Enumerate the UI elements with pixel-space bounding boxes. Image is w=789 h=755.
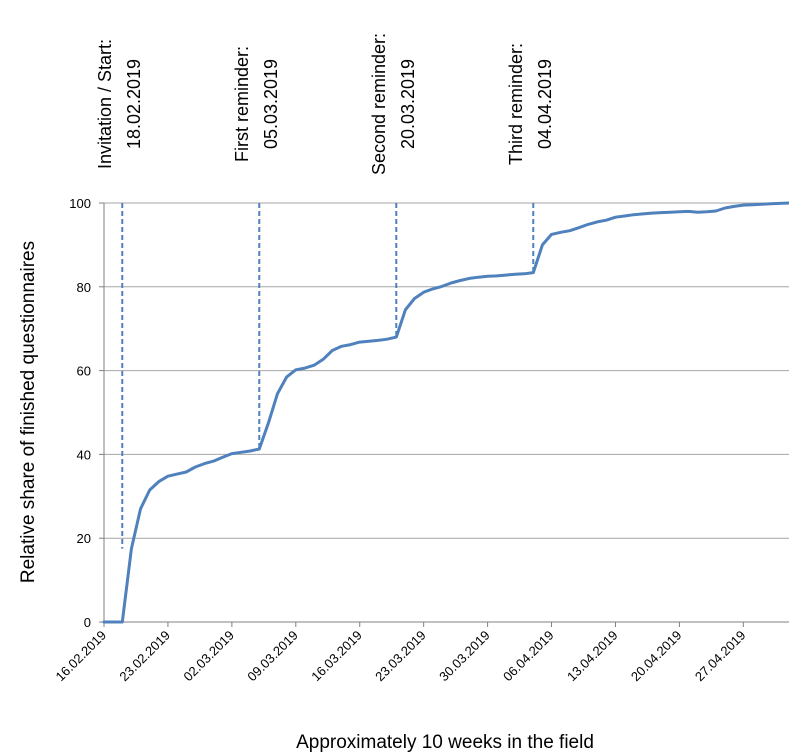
reminder-label: 20.03.2019 xyxy=(398,59,418,149)
x-tick-label: 13.04.2019 xyxy=(564,628,621,685)
reminder-label: Second reminder: xyxy=(369,33,389,175)
x-tick-labels: 16.02.2019 23.02.2019 02.03.2019 09.03.2019… xyxy=(52,622,748,684)
reminder-annotations: Invitation / Start: 18.02.2019 First remin… xyxy=(95,33,555,549)
x-tick-label: 27.04.2019 xyxy=(692,628,749,685)
x-tick-label: 16.02.2019 xyxy=(52,628,109,685)
x-axis-label: Approximately 10 weeks in the field xyxy=(296,732,594,753)
x-tick-label: 23.03.2019 xyxy=(372,628,429,685)
x-tick-label: 02.03.2019 xyxy=(180,628,237,685)
reminder-label: Third reminder: xyxy=(506,43,526,165)
y-tick-label: 100 xyxy=(69,196,91,211)
y-tick-label: 40 xyxy=(77,447,91,462)
gridlines xyxy=(104,202,789,539)
y-tick-labels: 0 20 40 60 80 100 xyxy=(69,196,104,630)
reminder-label: Invitation / Start: xyxy=(95,39,115,169)
series-group xyxy=(102,201,789,624)
reminder-label: 04.04.2019 xyxy=(535,59,555,149)
y-tick-label: 60 xyxy=(77,364,91,379)
x-tick-label: 23.02.2019 xyxy=(116,628,173,685)
reminder-label: 05.03.2019 xyxy=(261,59,281,149)
y-axis-label: Relative share of finished questionnaire… xyxy=(18,241,39,583)
x-tick-label: 20.04.2019 xyxy=(628,628,685,685)
x-tick-label: 30.03.2019 xyxy=(436,628,493,685)
y-tick-label: 20 xyxy=(77,531,91,546)
x-tick-label: 16.03.2019 xyxy=(308,628,365,685)
series-line xyxy=(102,201,789,624)
reminder-label: First reminder: xyxy=(232,46,252,162)
axes xyxy=(103,203,789,623)
y-tick-label: 80 xyxy=(77,280,91,295)
x-tick-label: 09.03.2019 xyxy=(244,628,301,685)
reminder-label: 18.02.2019 xyxy=(124,59,144,149)
x-tick-label: 06.04.2019 xyxy=(500,628,557,685)
y-tick-label: 0 xyxy=(84,615,91,630)
